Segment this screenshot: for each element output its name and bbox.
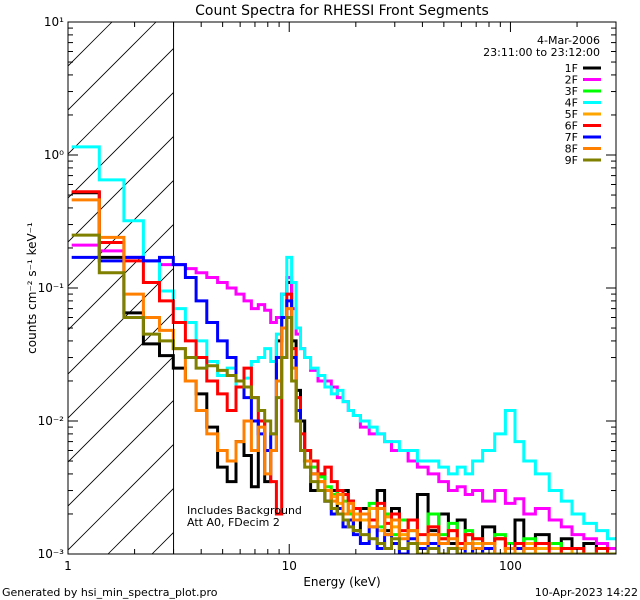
legend-label-1F: 1F [565, 62, 578, 75]
annotation-background: Includes Background [187, 504, 302, 517]
hatched-threshold-region [68, 22, 174, 554]
x-tick-label: 100 [499, 559, 522, 573]
hatch-line [68, 267, 174, 375]
series-line-6F [71, 190, 616, 554]
series-line-9F [71, 233, 616, 554]
time-range-label: 23:11:00 to 23:12:00 [483, 46, 600, 59]
y-tick-label: 10⁻¹ [38, 281, 65, 295]
y-tick-label: 10⁰ [44, 148, 64, 162]
y-axis-label: counts cm⁻² s⁻¹ keV⁻¹ [25, 222, 39, 354]
x-tick-label: 1 [64, 559, 72, 573]
hatch-line [68, 91, 174, 199]
legend-label-3F: 3F [565, 85, 578, 98]
chart-title: Count Spectra for RHESSI Front Segments [195, 3, 489, 19]
legend-label-5F: 5F [565, 108, 578, 121]
legend-label-7F: 7F [565, 131, 578, 144]
series-line-8F [71, 198, 616, 554]
series-line-4F [71, 145, 616, 541]
hatch-line [68, 443, 174, 551]
hatch-line [68, 399, 174, 507]
x-tick-label: 10 [282, 559, 297, 573]
hatch-line [68, 47, 174, 155]
legend-label-9F: 9F [565, 154, 578, 167]
series-group [71, 145, 616, 554]
y-tick-label: 10⁻³ [38, 547, 65, 561]
legend-label-2F: 2F [565, 74, 578, 87]
footer-generated-by: Generated by hsi_min_spectra_plot.pro [2, 586, 218, 599]
footer-timestamp: 10-Apr-2023 14:22 [535, 586, 638, 599]
hatch-line [68, 223, 174, 331]
y-tick-label: 10⁻² [38, 414, 65, 428]
legend-label-4F: 4F [565, 97, 578, 110]
legend-label-6F: 6F [565, 120, 578, 133]
x-axis-label: Energy (keV) [303, 575, 380, 589]
legend-label-8F: 8F [565, 143, 578, 156]
y-tick-label: 10¹ [44, 15, 64, 29]
date-label: 4-Mar-2006 [537, 34, 600, 47]
axes-group: 1 10 100 10⁻³ 10⁻² 10⁻¹ 10⁰ 10¹ [38, 15, 617, 573]
annotation-attenuator: Att A0, FDecim 2 [187, 516, 280, 529]
